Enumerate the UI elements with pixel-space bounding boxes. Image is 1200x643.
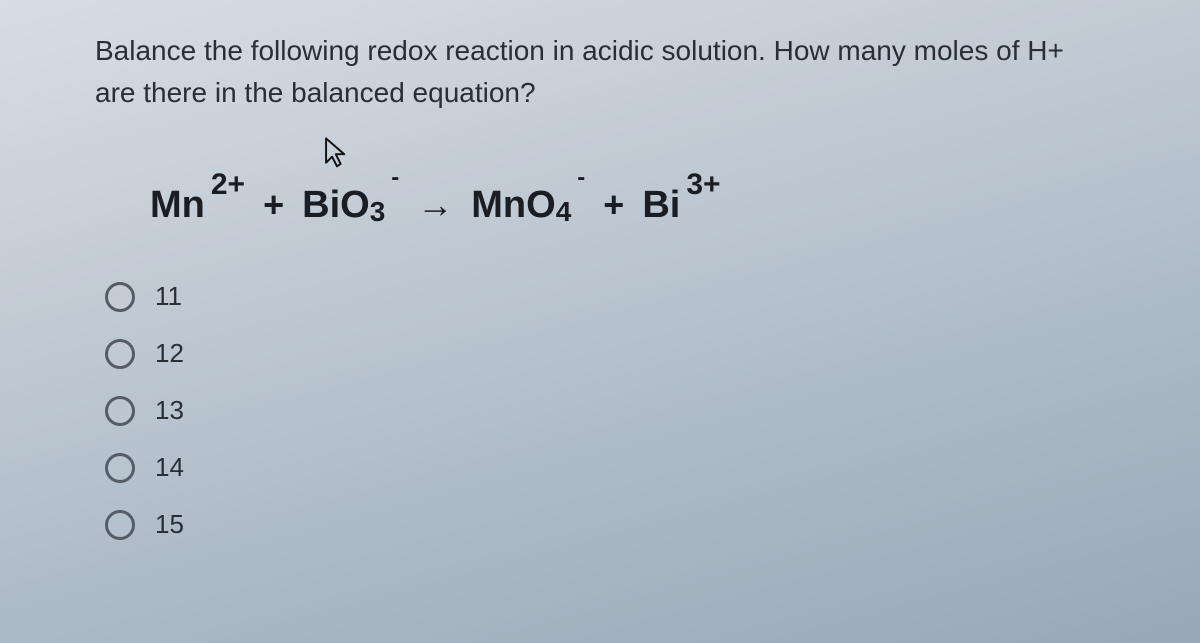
species-subscript: 3 xyxy=(370,198,386,226)
species-subscript: 4 xyxy=(556,198,572,226)
reaction-arrow: → xyxy=(417,184,453,226)
species-base: BiO xyxy=(302,186,370,224)
species-charge: 2+ xyxy=(211,170,245,200)
option-12[interactable]: 12 xyxy=(105,338,1105,369)
species-mno4minus: MnO 4 - xyxy=(471,186,585,224)
question-text: Balance the following redox reaction in … xyxy=(95,30,1105,114)
species-charge: - xyxy=(391,166,399,190)
option-label: 14 xyxy=(155,452,184,483)
option-label: 11 xyxy=(155,281,182,312)
chemical-equation: Mn 2+ + BiO 3 - → MnO 4 - + Bi 3+ xyxy=(150,184,1105,226)
cursor-icon xyxy=(322,136,352,180)
option-11[interactable]: 11 xyxy=(105,281,1105,312)
species-base: Mn xyxy=(150,186,205,224)
plus-operator: + xyxy=(263,184,284,226)
radio-icon[interactable] xyxy=(105,282,135,312)
radio-icon[interactable] xyxy=(105,453,135,483)
species-mn2plus: Mn 2+ xyxy=(150,186,245,224)
option-label: 12 xyxy=(155,338,184,369)
option-label: 13 xyxy=(155,395,184,426)
plus-operator: + xyxy=(603,184,624,226)
option-13[interactable]: 13 xyxy=(105,395,1105,426)
radio-icon[interactable] xyxy=(105,339,135,369)
species-bi3plus: Bi 3+ xyxy=(642,186,720,224)
radio-icon[interactable] xyxy=(105,396,135,426)
option-label: 15 xyxy=(155,509,184,540)
species-charge: - xyxy=(577,166,585,190)
species-base: MnO xyxy=(471,186,555,224)
radio-icon[interactable] xyxy=(105,510,135,540)
question-page: Balance the following redox reaction in … xyxy=(0,0,1200,540)
species-bio3minus: BiO 3 - xyxy=(302,186,399,224)
option-14[interactable]: 14 xyxy=(105,452,1105,483)
answer-options: 11 12 13 14 15 xyxy=(105,281,1105,540)
species-base: Bi xyxy=(642,186,680,224)
species-charge: 3+ xyxy=(686,170,720,200)
option-15[interactable]: 15 xyxy=(105,509,1105,540)
